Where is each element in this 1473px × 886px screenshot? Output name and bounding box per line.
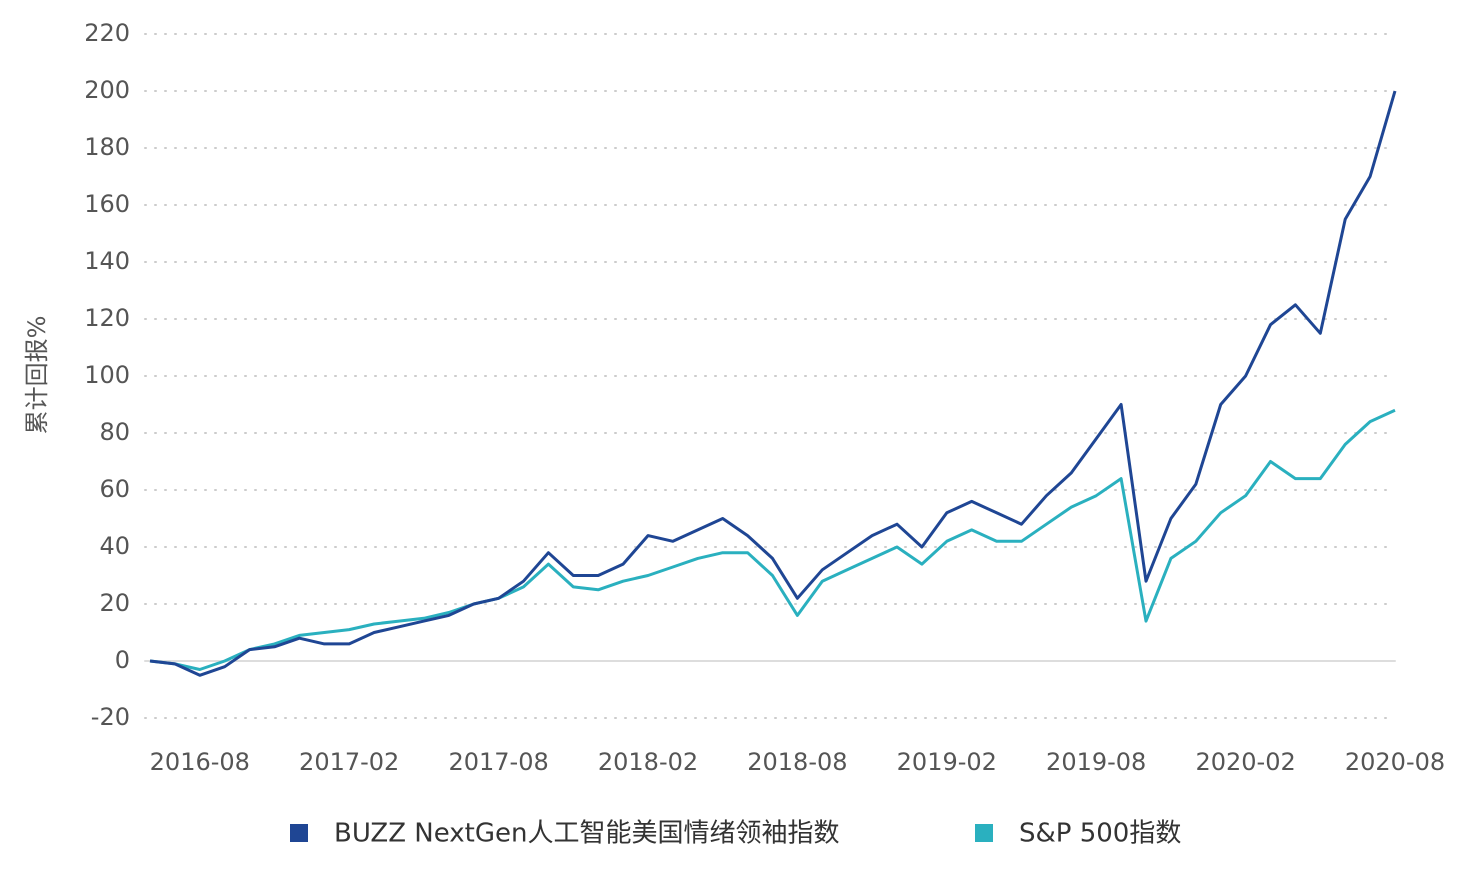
y-tick-label: 100 xyxy=(84,361,130,389)
y-tick-label: 140 xyxy=(84,247,130,275)
y-tick-label: 0 xyxy=(115,646,130,674)
y-tick-label: 20 xyxy=(99,589,130,617)
series-line xyxy=(149,408,1396,671)
y-tick-label: 160 xyxy=(84,190,130,218)
x-tick-label: 2019-02 xyxy=(897,748,997,776)
x-tick-label: 2016-08 xyxy=(150,748,250,776)
y-tick-label: 80 xyxy=(99,418,130,446)
x-tick-label: 2019-08 xyxy=(1046,748,1146,776)
y-tick-label: 40 xyxy=(99,532,130,560)
y-tick-label: 180 xyxy=(84,133,130,161)
y-tick-label: -20 xyxy=(91,703,130,731)
y-tick-label: 120 xyxy=(84,304,130,332)
x-tick-label: 2018-08 xyxy=(747,748,847,776)
y-tick-label: 60 xyxy=(99,475,130,503)
x-tick-label: 2017-02 xyxy=(299,748,399,776)
legend-label: S&P 500指数 xyxy=(1019,819,1181,849)
y-axis-label: 累计回报% xyxy=(23,316,51,435)
x-tick-label: 2020-08 xyxy=(1345,748,1445,776)
legend-label: BUZZ NextGen人工智能美国情绪领袖指数 xyxy=(334,819,840,849)
series-line xyxy=(149,90,1397,677)
x-tick-label: 2020-02 xyxy=(1195,748,1295,776)
x-tick-label: 2018-02 xyxy=(598,748,698,776)
legend-swatch xyxy=(975,824,993,842)
x-tick-label: 2017-08 xyxy=(448,748,548,776)
legend-swatch xyxy=(290,824,308,842)
y-tick-label: 220 xyxy=(84,19,130,47)
y-tick-label: 200 xyxy=(84,76,130,104)
